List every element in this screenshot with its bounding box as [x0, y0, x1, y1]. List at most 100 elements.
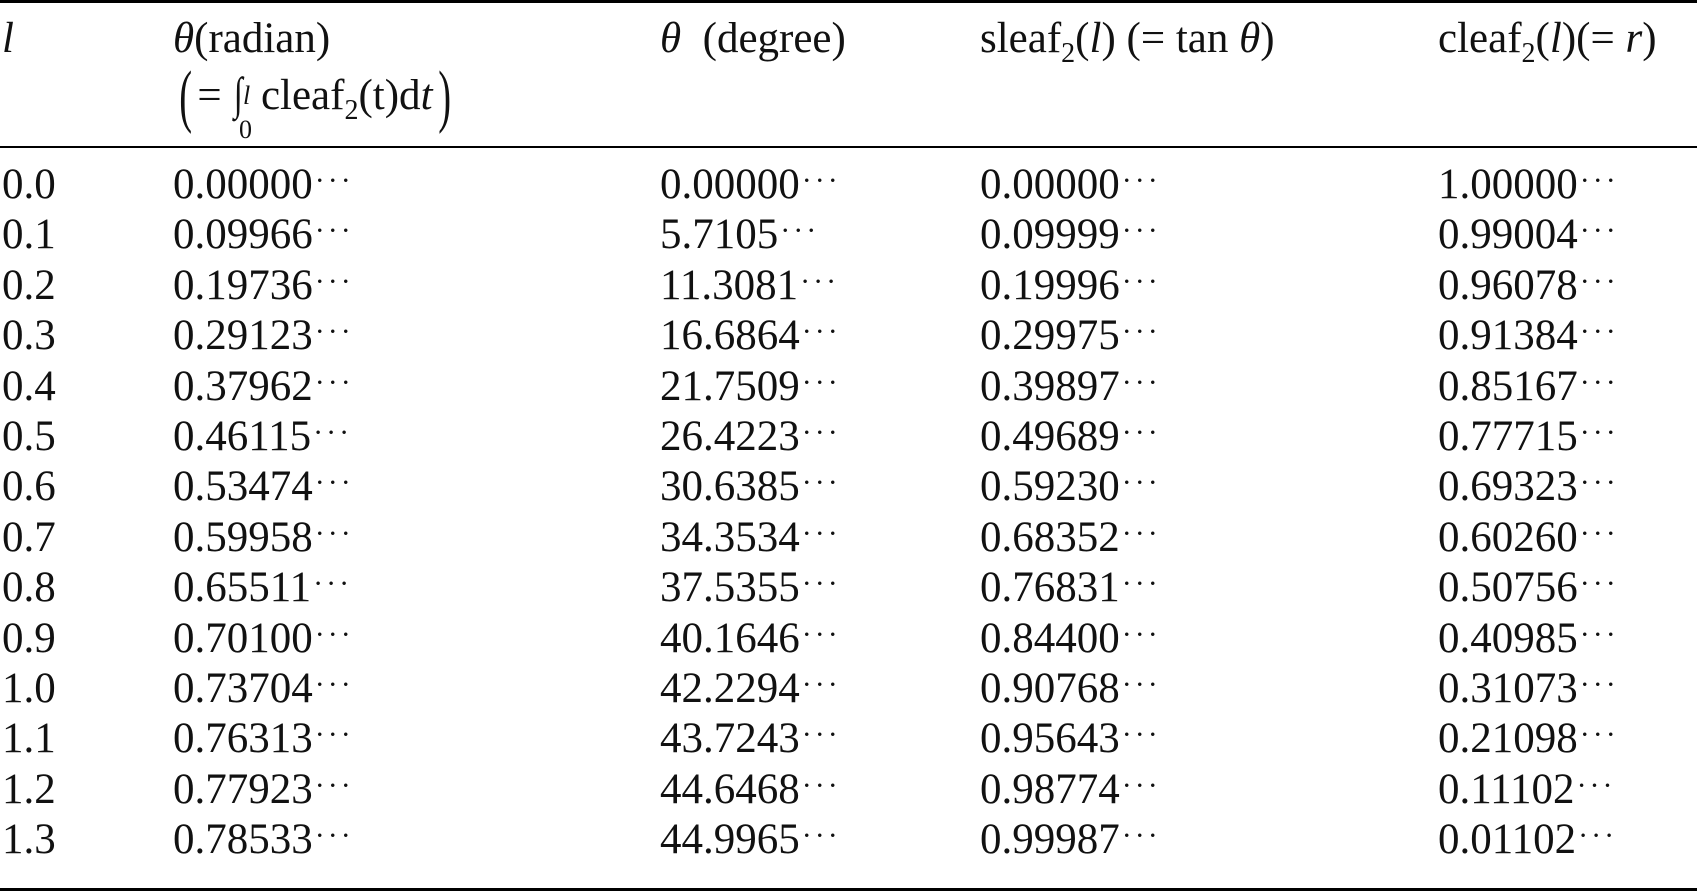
cell-value: 30.6385 — [660, 463, 800, 511]
cell-value: 0.60260 — [1438, 513, 1578, 561]
cell-value: 0.8 — [2, 564, 56, 612]
header-theta-radian: θ(radian) — [173, 14, 330, 64]
cell-theta-rad: 0.00000··· — [173, 160, 354, 214]
cell-value: 0.73704 — [173, 664, 313, 712]
cell-value: 0.21098 — [1438, 715, 1578, 763]
ellipsis: ··· — [1579, 164, 1619, 197]
cell-theta-rad: 0.65511··· — [173, 563, 352, 617]
cell-sleaf: 0.99987··· — [980, 815, 1161, 869]
header-sleaf-rest-post: ) — [1260, 15, 1275, 62]
cell-l: 0.5 — [2, 412, 56, 462]
cell-value: 0.6 — [2, 463, 56, 511]
ellipsis: ··· — [801, 315, 841, 349]
cell-value: 0.19996 — [980, 261, 1120, 309]
cell-l: 1.0 — [2, 664, 56, 714]
ellipsis: ··· — [314, 718, 354, 752]
cell-theta-deg: 26.4223··· — [660, 412, 841, 466]
ellipsis: ··· — [1579, 466, 1619, 500]
cell-value: 0.77715 — [1438, 412, 1578, 460]
ellipsis: ··· — [1579, 315, 1619, 349]
cell-theta-deg: 37.5355··· — [660, 563, 841, 617]
cell-value: 0.9 — [2, 614, 56, 662]
cell-cleaf: 0.11102··· — [1438, 765, 1616, 819]
integral-upper-limit: l — [242, 81, 251, 111]
cell-theta-rad: 0.77923··· — [173, 765, 354, 819]
table-row: 0.1 0.09966··· 5.7105··· 0.09999··· 0.99004·… — [0, 210, 1697, 260]
cell-theta-rad: 0.29123··· — [173, 311, 354, 365]
cell-value: 16.6864 — [660, 312, 800, 360]
cell-theta-deg: 43.7243··· — [660, 714, 841, 768]
ellipsis: ··· — [801, 718, 841, 752]
header-sleaf-func: sleaf — [980, 15, 1062, 62]
table-row: 1.3 0.78533··· 44.9965··· 0.99987··· 0.01102… — [0, 815, 1697, 865]
integral-sign: ∫ — [234, 68, 244, 119]
cell-l: 0.8 — [2, 563, 56, 613]
cell-theta-deg: 34.3534··· — [660, 513, 841, 567]
cell-value: 0.3 — [2, 312, 56, 360]
ellipsis: ··· — [314, 466, 354, 500]
cell-l: 0.1 — [2, 210, 56, 260]
cell-value: 0.70100 — [173, 614, 313, 662]
cell-sleaf: 0.09999··· — [980, 210, 1161, 264]
cell-value: 0.98774 — [980, 765, 1120, 813]
cell-value: 0.29123 — [173, 312, 313, 360]
ellipsis: ··· — [314, 214, 354, 248]
table-row: 1.0 0.73704··· 42.2294··· 0.90768··· 0.31073… — [0, 664, 1697, 714]
cell-cleaf: 0.50756··· — [1438, 563, 1619, 617]
ellipsis: ··· — [801, 415, 841, 449]
cell-value: 0.5 — [2, 412, 56, 460]
cell-value: 0.99004 — [1438, 211, 1578, 259]
cell-value: 0.2 — [2, 261, 56, 309]
ellipsis: ··· — [1579, 567, 1619, 601]
cell-theta-rad: 0.37962··· — [173, 362, 354, 416]
cell-cleaf: 0.85167··· — [1438, 362, 1619, 416]
cell-value: 0.77923 — [173, 765, 313, 813]
cell-value: 0.50756 — [1438, 564, 1578, 612]
ellipsis: ··· — [314, 667, 354, 701]
header-cleaf-func: cleaf — [1438, 15, 1522, 62]
cell-cleaf: 0.91384··· — [1438, 311, 1619, 365]
cell-value: 0.95643 — [980, 715, 1120, 763]
header-cleaf-open: ( — [1535, 15, 1550, 62]
cell-value: 0.11102 — [1438, 765, 1575, 813]
ellipsis: ··· — [1579, 516, 1619, 550]
cell-value: 0.96078 — [1438, 261, 1578, 309]
header-cleaf-sub: 2 — [1521, 38, 1536, 69]
cell-value: 0.65511 — [173, 564, 312, 612]
ellipsis: ··· — [1579, 264, 1619, 298]
cell-sleaf: 0.84400··· — [980, 614, 1161, 668]
formula-arg: (t)d — [358, 72, 421, 119]
ellipsis: ··· — [314, 768, 354, 802]
ellipsis: ··· — [1121, 264, 1161, 298]
cell-sleaf: 0.00000··· — [980, 160, 1161, 214]
cell-value: 0.76831 — [980, 564, 1120, 612]
ellipsis: ··· — [1121, 516, 1161, 550]
ellipsis: ··· — [1121, 819, 1161, 853]
cell-theta-rad: 0.09966··· — [173, 210, 354, 264]
ellipsis: ··· — [801, 667, 841, 701]
cell-theta-rad: 0.78533··· — [173, 815, 354, 869]
cell-value: 44.9965 — [660, 816, 800, 864]
cell-sleaf: 0.76831··· — [980, 563, 1161, 617]
cell-value: 0.53474 — [173, 463, 313, 511]
ellipsis: ··· — [1576, 768, 1616, 802]
cell-theta-deg: 44.9965··· — [660, 815, 841, 869]
cell-l: 0.4 — [2, 362, 56, 412]
ellipsis: ··· — [780, 214, 820, 248]
ellipsis: ··· — [1579, 667, 1619, 701]
cell-theta-deg: 11.3081··· — [660, 261, 839, 315]
cell-theta-deg: 5.7105··· — [660, 210, 819, 264]
ellipsis: ··· — [314, 516, 354, 550]
cell-value: 0.91384 — [1438, 312, 1578, 360]
ellipsis: ··· — [1579, 718, 1619, 752]
ellipsis: ··· — [1121, 365, 1161, 399]
cell-theta-deg: 0.00000··· — [660, 160, 841, 214]
cell-value: 37.5355 — [660, 564, 800, 612]
formula-var: t — [420, 72, 433, 119]
ellipsis: ··· — [1121, 567, 1161, 601]
cell-theta-deg: 40.1646··· — [660, 614, 841, 668]
cell-cleaf: 0.96078··· — [1438, 261, 1619, 315]
cell-cleaf: 0.77715··· — [1438, 412, 1619, 466]
ellipsis: ··· — [1121, 667, 1161, 701]
